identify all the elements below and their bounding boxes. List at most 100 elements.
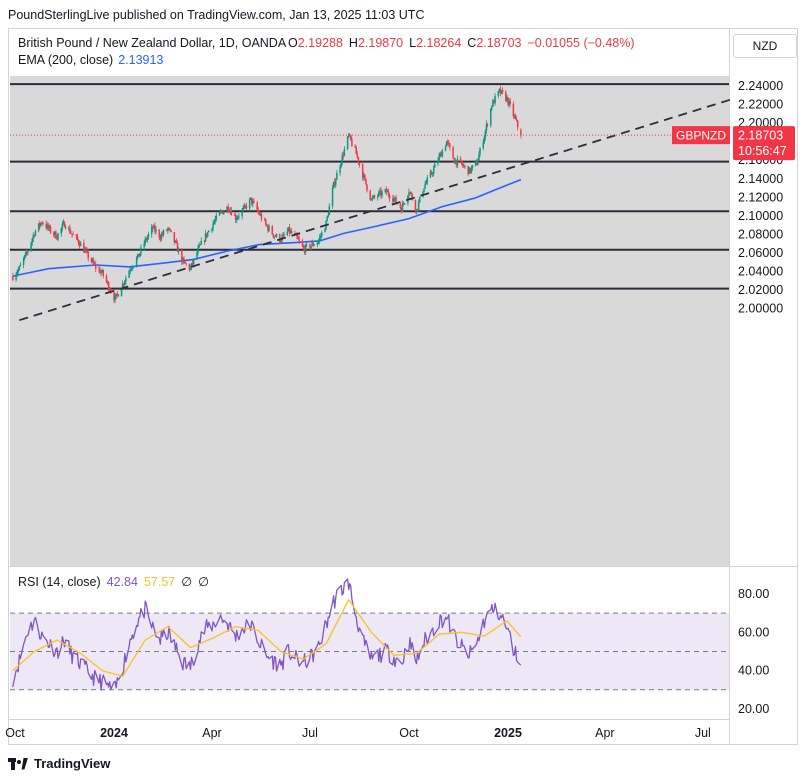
candle-body — [144, 238, 146, 244]
candle-body — [343, 148, 346, 156]
candle — [452, 145, 454, 159]
candle — [324, 228, 326, 233]
candle-body — [429, 171, 432, 178]
countdown-text: 10:56:47 — [738, 144, 787, 158]
candle-body — [121, 283, 124, 290]
time-axis-label: Jul — [302, 726, 318, 740]
candle — [221, 211, 224, 215]
candle-body — [117, 294, 120, 297]
candle — [252, 198, 254, 208]
rsi-null-1: ∅ — [181, 575, 192, 589]
candle — [438, 152, 440, 163]
candle — [520, 128, 522, 139]
candle-body — [373, 195, 376, 198]
candle — [369, 189, 371, 202]
candle — [364, 173, 366, 181]
candle — [321, 230, 323, 239]
candle — [169, 228, 171, 232]
candle-body — [319, 236, 322, 238]
candle-body — [85, 249, 87, 251]
candle-body — [410, 192, 412, 195]
candle-body — [25, 252, 27, 256]
candle-body — [509, 101, 511, 104]
candle-body — [385, 189, 388, 193]
candle-body — [130, 268, 133, 270]
candle-body — [249, 197, 252, 200]
candle-body — [228, 210, 230, 212]
candle — [387, 188, 390, 198]
candle-body — [357, 156, 360, 163]
tradingview-logo[interactable]: TradingView — [8, 756, 110, 771]
rsi-ma-value: 57.57 — [144, 575, 175, 589]
candle — [17, 267, 19, 275]
candle — [105, 273, 108, 284]
candle-body — [387, 191, 390, 196]
candle — [401, 200, 404, 213]
candle — [486, 123, 489, 128]
candle-body — [76, 236, 79, 240]
currency-button[interactable]: NZD — [733, 34, 797, 58]
open-value: 2.19288 — [298, 36, 343, 50]
candle — [347, 133, 350, 139]
candle — [305, 242, 308, 247]
candle — [392, 194, 394, 205]
candle — [249, 197, 252, 201]
candle — [331, 184, 334, 209]
candle — [415, 209, 418, 215]
candle — [410, 191, 412, 196]
candle — [365, 178, 367, 185]
candle — [381, 189, 383, 199]
candle-body — [271, 226, 274, 235]
rsi-label: RSI (14, close) — [18, 575, 101, 589]
candle — [173, 231, 176, 245]
candle-body — [161, 234, 164, 235]
candle — [140, 244, 142, 257]
candle — [379, 187, 381, 196]
candle-body — [506, 97, 508, 101]
candle-body — [84, 249, 86, 253]
candle-body — [181, 249, 183, 263]
candle — [203, 239, 206, 245]
candle — [83, 239, 85, 254]
candle — [298, 235, 300, 244]
candle-body — [177, 249, 180, 252]
candle — [63, 221, 66, 228]
candle-body — [60, 228, 63, 234]
candle — [372, 195, 375, 199]
candle-body — [218, 212, 221, 216]
candle — [145, 237, 148, 243]
high-value: 2.19870 — [358, 36, 403, 50]
candle-body — [339, 166, 341, 173]
candle — [168, 226, 170, 232]
candle-body — [335, 179, 337, 186]
candle — [339, 164, 341, 176]
candle-body — [75, 234, 78, 237]
candle — [107, 280, 110, 292]
candle — [346, 136, 349, 151]
candle — [98, 265, 100, 273]
high-label: H — [349, 36, 358, 50]
candle-body — [19, 264, 22, 267]
candle-body — [459, 158, 462, 161]
candle-body — [182, 258, 184, 263]
candle-body — [64, 226, 67, 229]
time-axis-label: Oct — [5, 726, 25, 740]
candle-body — [94, 264, 97, 269]
candle-body — [312, 242, 314, 246]
candle-body — [305, 244, 308, 246]
candle-body — [423, 188, 425, 193]
candle-body — [226, 206, 228, 212]
candle-body — [440, 153, 443, 157]
candle-body — [491, 106, 493, 109]
candle-body — [380, 190, 382, 196]
candle-body — [205, 233, 208, 237]
candle-body — [83, 242, 85, 253]
candle-body — [170, 230, 172, 233]
trendline-dashed — [19, 97, 735, 322]
candle — [355, 145, 357, 154]
time-axis-label: Apr — [202, 726, 221, 740]
candle-body — [23, 255, 26, 259]
candle-body — [114, 296, 116, 301]
candle — [385, 186, 388, 195]
